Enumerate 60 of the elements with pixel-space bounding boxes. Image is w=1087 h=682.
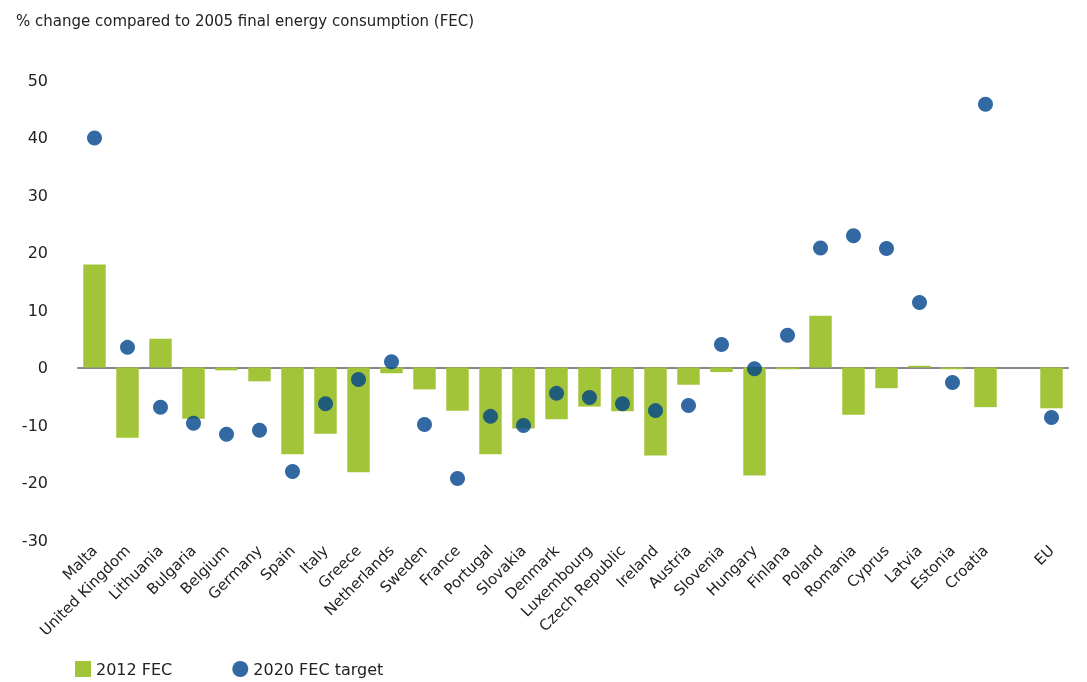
- point: [450, 470, 465, 486]
- point: [714, 337, 729, 352]
- bar: [1040, 367, 1063, 409]
- bar: [743, 367, 766, 476]
- point: [252, 422, 267, 438]
- y-tick-label: -10: [21, 415, 48, 435]
- bar: [446, 367, 469, 411]
- point: [681, 397, 696, 413]
- bar: [347, 367, 370, 473]
- point: [780, 327, 795, 343]
- point: [384, 354, 399, 370]
- y-tick-label: 0: [37, 358, 48, 377]
- point: [153, 399, 168, 415]
- point: [120, 339, 135, 355]
- legend-label: 2020 FEC target: [253, 659, 384, 679]
- point: [582, 389, 597, 405]
- point: [813, 240, 828, 256]
- bar: [413, 367, 436, 390]
- point: [285, 464, 300, 480]
- bar: [182, 367, 205, 419]
- point: [516, 418, 531, 434]
- point: [912, 295, 927, 311]
- bar: [149, 338, 172, 368]
- point: [879, 240, 894, 256]
- point: [351, 372, 366, 388]
- bar: [875, 367, 898, 389]
- point: [747, 361, 762, 377]
- y-tick-label: 40: [27, 128, 48, 147]
- bar: [842, 367, 865, 415]
- point: [318, 396, 333, 412]
- y-tick-label: 50: [27, 70, 48, 90]
- bar: [809, 315, 832, 368]
- x-tick-label: EU: [1030, 541, 1058, 569]
- bar: [677, 367, 700, 385]
- point: [945, 374, 960, 390]
- point: [87, 130, 102, 146]
- point: [483, 408, 498, 424]
- point: [186, 415, 201, 431]
- y-axis-title: % change compared to 2005 final energy consumption (FEC): [16, 11, 475, 30]
- bar: [644, 367, 667, 456]
- point: [219, 426, 234, 442]
- legend-label: 2012 FEC: [96, 659, 173, 679]
- y-tick-label: 10: [27, 300, 48, 320]
- bar: [512, 367, 535, 429]
- point: [1044, 410, 1059, 426]
- bar: [116, 367, 139, 438]
- y-tick-label: 20: [27, 243, 48, 262]
- bar: [281, 367, 304, 455]
- point: [615, 396, 630, 412]
- y-tick-label: -30: [21, 530, 48, 550]
- y-tick-label: 30: [27, 185, 48, 205]
- point: [648, 403, 663, 419]
- point: [846, 228, 861, 244]
- bar: [83, 264, 106, 368]
- bar: [479, 367, 502, 455]
- point: [978, 96, 993, 112]
- bar: [974, 367, 997, 408]
- bar: [248, 367, 271, 382]
- point: [417, 416, 432, 432]
- y-tick-label: -20: [21, 473, 48, 492]
